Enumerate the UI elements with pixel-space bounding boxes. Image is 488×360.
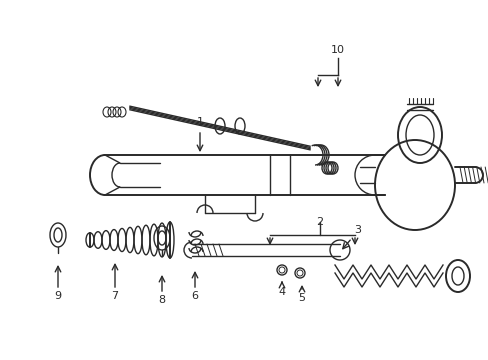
- Text: 9: 9: [54, 291, 61, 301]
- Text: 5: 5: [298, 293, 305, 303]
- Text: 6: 6: [191, 291, 198, 301]
- Text: 3: 3: [354, 225, 361, 235]
- Text: 2: 2: [316, 217, 323, 227]
- Text: 4: 4: [278, 287, 285, 297]
- Text: 7: 7: [111, 291, 118, 301]
- Text: 10: 10: [330, 45, 345, 55]
- Text: 1: 1: [196, 117, 203, 127]
- Text: 8: 8: [158, 295, 165, 305]
